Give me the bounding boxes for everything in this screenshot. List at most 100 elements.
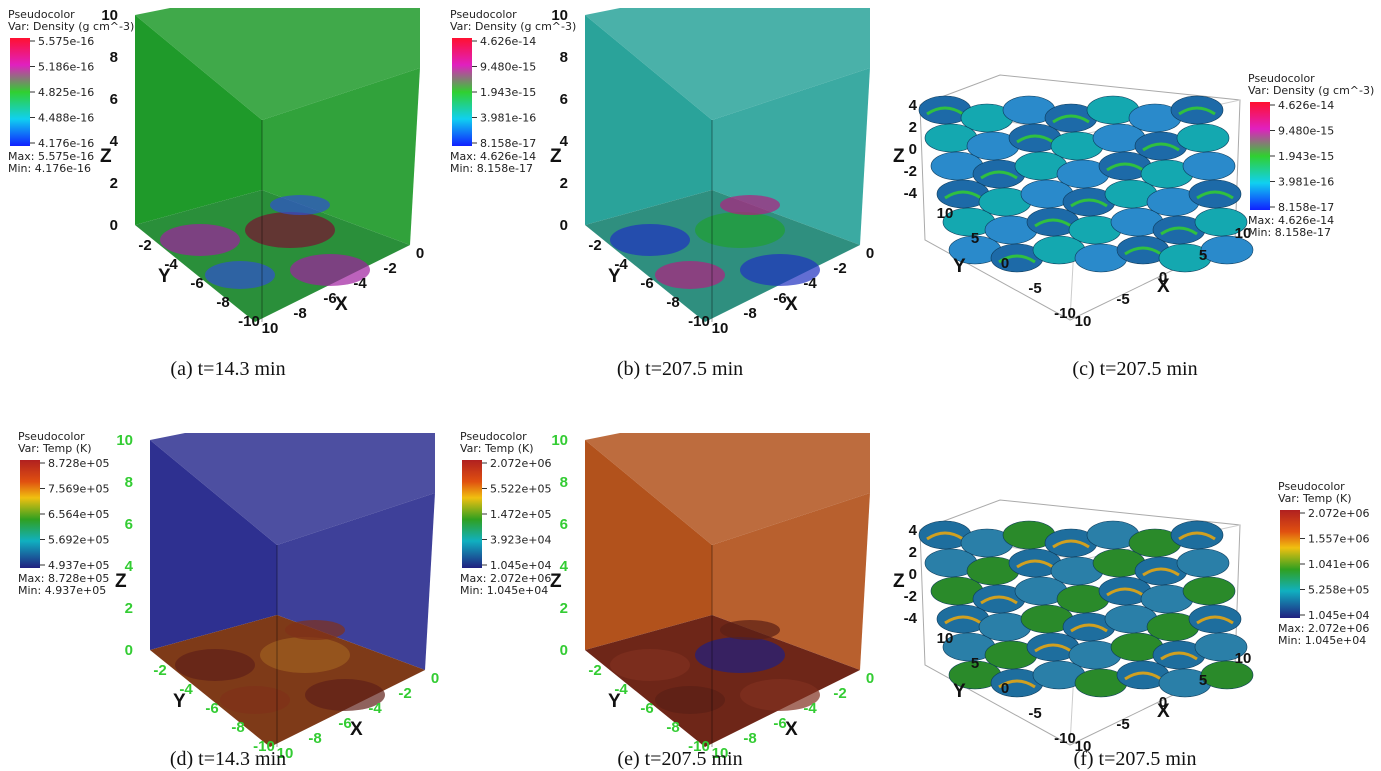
z-tick-label: -4 [904,610,918,627]
color-bar-label: 4.626e-14 [1278,99,1334,112]
x-tick-label: -2 [398,685,411,702]
z-tick-label: 2 [560,175,568,192]
x-tick-label: 0 [866,245,874,262]
caption: (b) t=207.5 min [617,358,743,380]
z-tick-label: 2 [909,119,917,136]
color-bar-label: 1.041e+06 [1308,558,1369,571]
isosurface [1183,577,1235,605]
panel: -4-2024Z1050-5-10Y1050-510XPseudocolorVa… [893,480,1369,770]
z-tick-label: 2 [909,544,917,561]
x-tick-label: -5 [1116,291,1129,308]
y-tick-label: -10 [1054,730,1076,747]
x-tick-label: -2 [833,260,846,277]
x-tick-label: -8 [743,730,756,747]
z-tick-label: 0 [909,141,917,158]
panel: 0246810Z-2-4-6-8-10Y0-2-4-6-810XPseudoco… [450,7,874,380]
x-tick-label: 0 [431,670,439,687]
floor-pattern [655,261,725,289]
color-bar-label: 1.943e-15 [480,86,536,99]
color-bar-label: 1.557e+06 [1308,533,1369,546]
color-bar-label: 5.692e+05 [48,534,109,547]
y-tick-label: -6 [640,275,653,292]
floor-pattern [655,686,725,714]
x-tick-label: -8 [308,730,321,747]
x-tick-label: -4 [353,275,367,292]
z-tick-label: 8 [560,474,568,491]
color-bar-label: 1.045e+04 [1308,609,1369,622]
z-axis-label: Z [550,571,562,592]
color-bar-label: 4.937e+05 [48,559,109,572]
z-axis-label: Z [100,146,112,167]
z-tick-label: 4 [909,97,918,114]
x-tick-label: -4 [368,700,382,717]
floor-pattern [610,224,690,256]
y-tick-label: -8 [231,719,244,736]
y-tick-label: -8 [666,294,679,311]
floor-pattern [285,620,345,640]
z-tick-label: 6 [560,91,568,108]
y-tick-label: -6 [205,700,218,717]
y-tick-label: -6 [640,700,653,717]
floor-pattern [610,649,690,681]
y-tick-label: -2 [138,237,151,254]
y-tick-label: 5 [971,655,979,672]
color-bar-label: 9.480e-15 [1278,125,1334,138]
y-tick-label: -10 [238,313,260,330]
color-bar-label: 7.569e+05 [48,483,109,496]
color-bar-label: 4.488e-16 [38,112,94,125]
z-tick-label: 0 [560,642,568,659]
y-tick-label: 10 [937,205,954,222]
isosurface [1171,521,1223,549]
figure: 0246810Z-2-4-6-8-10Y0-2-4-6-810XPseudoco… [0,0,1381,771]
y-tick-label: -2 [588,237,601,254]
color-bar-label: 3.981e-16 [1278,176,1334,189]
y-tick-label: -8 [666,719,679,736]
color-bar-label: 4.825e-16 [38,86,94,99]
x-axis-label: X [785,294,798,315]
caption: (f) t=207.5 min [1074,748,1197,770]
color-bar-label: 3.981e-16 [480,112,536,125]
legend-min: Min: 1.045e+04 [460,584,548,597]
z-tick-label: -4 [904,185,918,202]
legend-min: Min: 4.937e+05 [18,584,106,597]
y-tick-label: -2 [153,662,166,679]
z-tick-label: 0 [110,217,118,234]
legend: PseudocolorVar: Temp (K)8.728e+057.569e+… [18,430,109,597]
legend-variable: Var: Temp (K) [1278,492,1352,505]
x-tick-label: -8 [743,305,756,322]
x-tick-label: 5 [1199,672,1207,689]
z-tick-label: 4 [909,522,918,539]
color-bar-label: 9.480e-15 [480,61,536,74]
caption: (a) t=14.3 min [170,358,285,380]
z-tick-label: 10 [116,432,133,449]
z-tick-label: 10 [551,432,568,449]
color-bar [20,460,40,568]
legend: PseudocolorVar: Density (g cm^-3)4.626e-… [1248,72,1374,239]
z-tick-label: 0 [909,566,917,583]
legend-variable: Var: Density (g cm^-3) [1248,84,1374,97]
x-tick-label: 10 [712,320,729,337]
z-tick-label: 6 [110,91,118,108]
floor-pattern [160,224,240,256]
z-tick-label: 6 [125,516,133,533]
floor-pattern [720,195,780,215]
y-tick-label: -10 [1054,305,1076,322]
color-bar-label: 8.158e-17 [1278,201,1334,214]
color-bar [1250,102,1270,210]
legend-variable: Var: Temp (K) [460,442,534,455]
x-tick-label: -2 [383,260,396,277]
z-tick-label: 8 [110,49,118,66]
x-tick-label: 10 [1075,313,1092,330]
z-tick-label: -2 [904,588,917,605]
panel: 0246810Z-2-4-6-8-10Y0-2-4-6-810XPseudoco… [460,430,874,770]
isosurface [1171,96,1223,124]
floor-pattern [175,649,255,681]
z-tick-label: 2 [110,175,118,192]
color-bar-label: 5.186e-16 [38,61,94,74]
color-bar-label: 3.923e+04 [490,534,551,547]
color-bar-label: 1.943e-15 [1278,150,1334,163]
caption: (d) t=14.3 min [170,748,286,770]
floor-pattern [695,212,785,248]
z-axis-label: Z [115,571,127,592]
